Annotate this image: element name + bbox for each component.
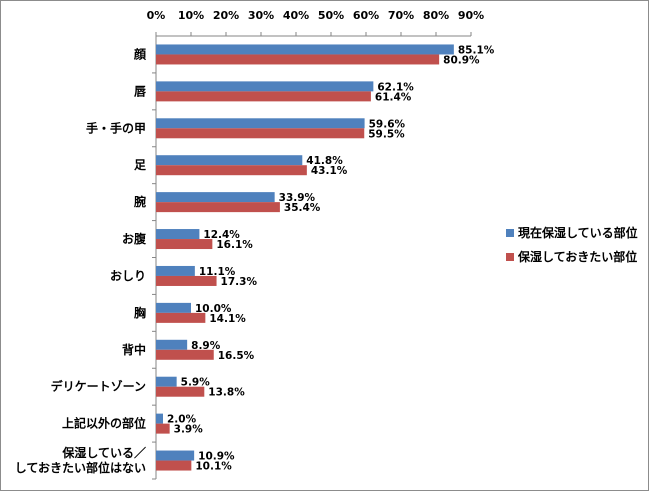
- x-tick-label: 50%: [318, 9, 344, 22]
- bar-current: [156, 376, 177, 387]
- data-label: 62.1%: [377, 81, 414, 93]
- data-label: 11.1%: [199, 266, 236, 278]
- category-label: 唇: [134, 84, 147, 98]
- bar-desired: [156, 423, 170, 434]
- bar-current: [156, 229, 200, 240]
- x-tick-label: 70%: [388, 9, 414, 22]
- x-tick-label: 30%: [248, 9, 274, 22]
- category-label: お腹: [122, 231, 147, 246]
- bar-desired: [156, 165, 307, 176]
- data-label: 12.4%: [203, 229, 240, 241]
- x-tick-label: 0%: [147, 9, 166, 22]
- bar-desired: [156, 128, 365, 139]
- bar-current: [156, 413, 163, 424]
- data-label: 14.1%: [209, 313, 246, 325]
- bar-current: [156, 302, 191, 313]
- category-label: おしり: [110, 269, 146, 283]
- data-label: 80.9%: [443, 54, 480, 66]
- bar-current: [156, 265, 195, 276]
- data-label: 8.9%: [191, 340, 221, 352]
- legend-swatch: [506, 253, 514, 261]
- category-label: 手・手の甲: [86, 120, 146, 135]
- category-label: 上記以外の部位: [62, 416, 146, 431]
- legend-label: 保湿しておきたい部位: [517, 249, 637, 264]
- bar-desired: [156, 312, 206, 323]
- data-label: 10.9%: [198, 451, 235, 463]
- bar-desired: [156, 91, 371, 102]
- data-label: 59.5%: [368, 128, 405, 140]
- bar-desired: [156, 202, 280, 213]
- data-label: 85.1%: [458, 44, 495, 56]
- bar-desired: [156, 349, 214, 360]
- data-label: 5.9%: [181, 377, 211, 389]
- data-label: 10.0%: [195, 303, 232, 315]
- data-label: 59.6%: [369, 118, 406, 130]
- x-tick-label: 40%: [283, 9, 309, 22]
- data-label: 10.1%: [195, 461, 232, 473]
- bar-desired: [156, 460, 192, 471]
- bar-desired: [156, 275, 217, 286]
- x-tick-label: 20%: [213, 9, 239, 22]
- bar-current: [156, 44, 454, 55]
- bar-current: [156, 155, 303, 166]
- x-tick-label: 60%: [353, 9, 379, 22]
- data-label: 3.9%: [174, 424, 204, 436]
- data-label: 16.5%: [218, 350, 255, 362]
- bar-desired: [156, 54, 440, 65]
- x-tick-label: 80%: [423, 9, 449, 22]
- data-label: 2.0%: [167, 414, 197, 426]
- x-tick-label: 10%: [178, 9, 204, 22]
- legend-label: 現在保湿している部位: [518, 225, 638, 240]
- data-label: 17.3%: [221, 276, 258, 288]
- bar-current: [156, 118, 365, 129]
- category-label: 胸: [134, 305, 146, 320]
- data-label: 43.1%: [311, 165, 348, 177]
- category-label: 足: [134, 158, 146, 172]
- bar-desired: [156, 386, 205, 397]
- category-label: 顔: [133, 46, 147, 61]
- bar-desired: [156, 239, 213, 250]
- bar-current: [156, 192, 275, 203]
- category-label: 腕: [133, 194, 146, 209]
- legend-swatch: [506, 229, 514, 237]
- data-label: 41.8%: [306, 155, 343, 167]
- data-label: 33.9%: [279, 192, 316, 204]
- data-label: 16.1%: [216, 239, 253, 251]
- bar-current: [156, 339, 188, 350]
- data-label: 13.8%: [208, 387, 245, 399]
- category-label: 背中: [122, 342, 146, 357]
- data-label: 61.4%: [375, 91, 412, 103]
- bar-current: [156, 81, 374, 92]
- category-label: デリケートゾーン: [51, 379, 146, 394]
- category-label: 保湿している／しておきたい部位はない: [15, 445, 146, 475]
- x-tick-label: 90%: [458, 9, 484, 22]
- data-label: 35.4%: [284, 202, 321, 214]
- bar-current: [156, 450, 195, 461]
